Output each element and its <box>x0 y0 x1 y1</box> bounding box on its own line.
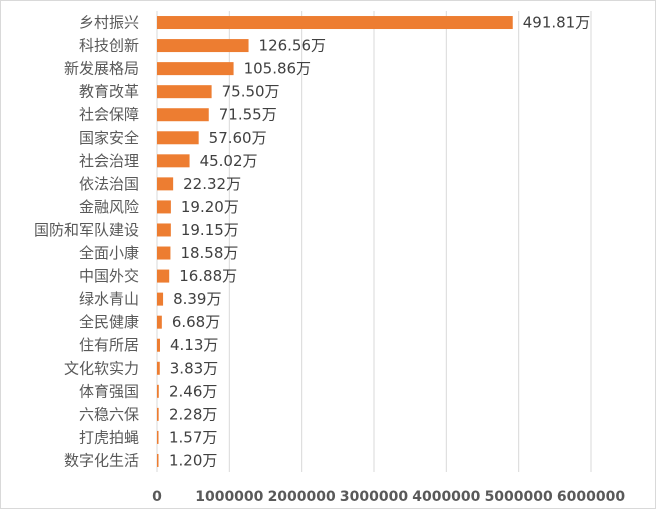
x-tick-label: 0 <box>152 489 162 505</box>
bar <box>157 154 190 168</box>
data-label: 45.02万 <box>200 152 258 170</box>
bar <box>157 338 160 352</box>
bar <box>157 430 159 444</box>
data-label: 4.13万 <box>170 336 218 354</box>
data-label: 18.58万 <box>180 244 238 262</box>
data-label: 8.39万 <box>173 290 221 308</box>
category-label: 全民健康 <box>79 313 139 331</box>
bar <box>157 453 159 467</box>
bar <box>157 315 162 329</box>
bar <box>157 200 171 214</box>
x-tick-label: 4000000 <box>412 489 480 505</box>
x-tick-label: 1000000 <box>195 489 263 505</box>
bar <box>157 108 209 122</box>
x-tick-label: 5000000 <box>485 489 553 505</box>
category-label: 金融风险 <box>79 198 139 216</box>
category-label: 依法治国 <box>79 175 139 193</box>
category-label: 文化软实力 <box>64 359 139 377</box>
bar <box>157 246 171 260</box>
bar <box>157 62 234 76</box>
category-label: 新发展格局 <box>64 60 139 78</box>
data-label: 2.28万 <box>169 405 217 423</box>
category-label: 科技创新 <box>79 37 139 55</box>
bar <box>157 292 164 306</box>
data-label: 19.15万 <box>181 221 239 239</box>
bar <box>157 16 513 30</box>
category-label: 体育强国 <box>79 382 139 400</box>
category-label: 数字化生活 <box>64 451 139 469</box>
data-label: 491.81万 <box>523 14 591 32</box>
data-label: 19.20万 <box>181 198 239 216</box>
bar <box>157 85 212 99</box>
x-tick-label: 2000000 <box>268 489 336 505</box>
bar <box>157 39 249 53</box>
data-label: 75.50万 <box>222 83 280 101</box>
category-label: 社会治理 <box>79 152 139 170</box>
x-tick-label: 3000000 <box>340 489 408 505</box>
bar <box>157 384 159 398</box>
category-label: 乡村振兴 <box>79 14 139 32</box>
category-label: 教育改革 <box>79 83 139 101</box>
category-label: 社会保障 <box>79 106 139 124</box>
category-label: 住有所居 <box>79 336 139 354</box>
bar <box>157 407 159 421</box>
category-label: 全面小康 <box>79 244 139 262</box>
category-label: 打虎拍蝇 <box>79 428 139 446</box>
data-label: 2.46万 <box>169 382 217 400</box>
category-label: 国家安全 <box>79 129 139 147</box>
data-label: 22.32万 <box>183 175 241 193</box>
data-label: 105.86万 <box>244 60 312 78</box>
category-label: 国防和军队建设 <box>34 221 139 239</box>
data-label: 1.57万 <box>169 428 217 446</box>
bar <box>157 269 170 283</box>
bar <box>157 177 174 191</box>
category-label: 绿水青山 <box>79 290 139 308</box>
bar <box>157 131 199 145</box>
data-label: 57.60万 <box>209 129 267 147</box>
x-tick-label: 6000000 <box>557 489 625 505</box>
data-label: 16.88万 <box>179 267 237 285</box>
data-label: 6.68万 <box>172 313 220 331</box>
data-label: 126.56万 <box>259 37 327 55</box>
category-label: 中国外交 <box>79 267 139 285</box>
bar <box>157 223 171 237</box>
data-label: 1.20万 <box>169 451 217 469</box>
data-label: 71.55万 <box>219 106 277 124</box>
bar <box>157 361 160 375</box>
data-label: 3.83万 <box>170 359 218 377</box>
category-label: 六稳六保 <box>79 405 139 423</box>
